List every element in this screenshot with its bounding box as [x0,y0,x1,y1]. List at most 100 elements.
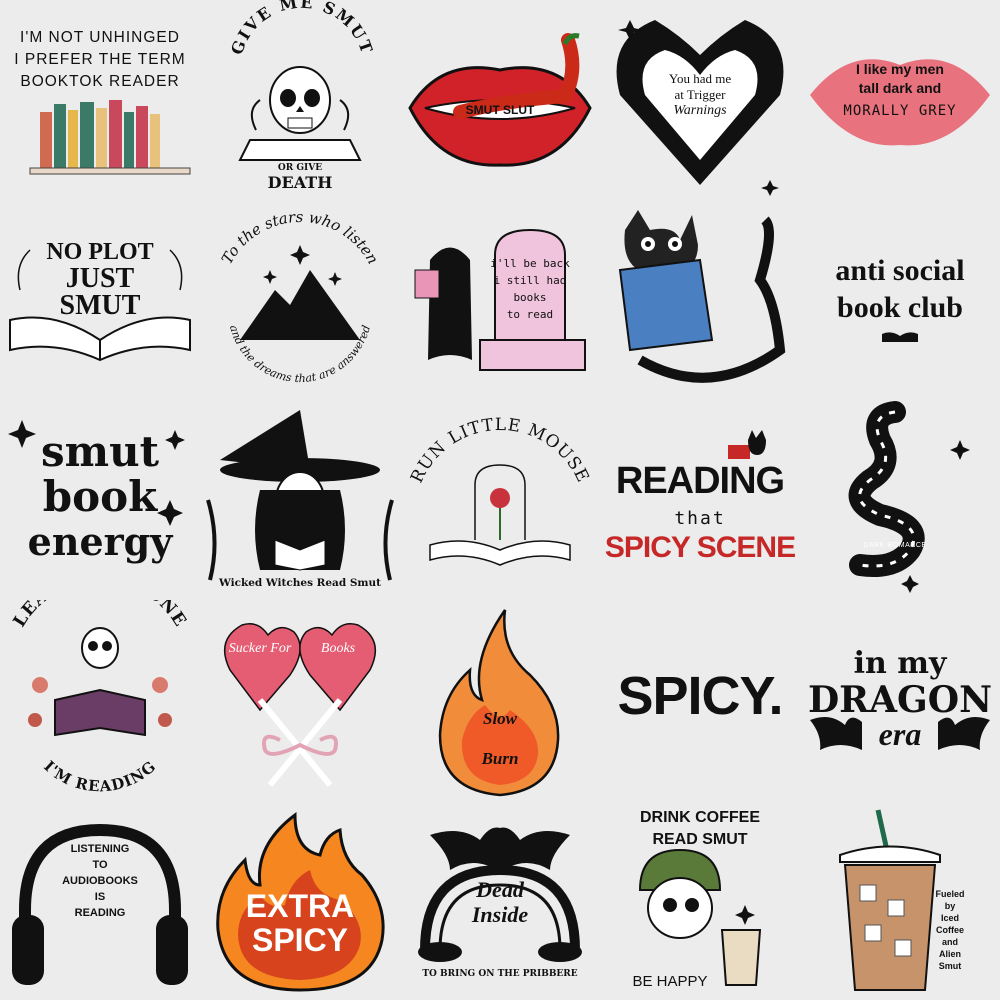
sticker-text-line-2: at Trigger [674,87,726,102]
svg-text:RUN LITTLE MOUSE: RUN LITTLE MOUSE [407,415,593,486]
witch-reading-icon [206,410,394,581]
sticker-text-line-1: anti social [835,254,965,287]
sticker-anti-social-book-club: anti social book club [800,200,1000,400]
sticker-no-plot-just-smut: NO PLOT JUST SMUT [0,200,200,400]
svg-text:LEAVE ME ALONE: LEAVE ME ALONE [10,600,191,631]
sticker-text: SPICY. [617,666,783,726]
sticker-text-line-1: I'M NOT UNHINGED [20,29,180,46]
skeleton-reading-icon: LEAVE ME ALONE I'M READING [10,600,191,796]
black-cat-book-icon [618,210,786,383]
sticker-arc-text: RUN LITTLE MOUSE [407,415,592,486]
sticker-text-line-7: Smut [938,961,962,971]
fire-icon [216,811,385,992]
sticker-text-line-4: IS [94,891,106,903]
sticker-iced-coffee: Fueled by Iced Coffee and Alien Smut [800,800,1000,1000]
sticker-text-line-4: to read [506,308,554,321]
sticker-text-line-1: LISTENING [70,843,130,855]
sticker-big-text: DEATH [267,173,333,192]
sticker-text-line-2: DRAGON [807,679,993,721]
sticker-text-line-3: AUDIOBOOKS [62,875,138,887]
sticker-text-line-6: Alien [938,949,961,959]
sticker-snake-dark-romance: DARK ROMANCE [800,400,1000,600]
sticker-caption: Wicked Witches Read Smut [218,577,382,589]
sticker-reading-that-spicy-scene: READING that SPICY SCENE [600,400,800,600]
sticker-spicy: SPICY. [600,600,800,800]
svg-text:I'M READING: I'M READING [40,757,159,796]
sticker-trigger-warnings: You had me at Trigger Warnings [600,0,800,200]
sticker-text-line-3: Iced [940,913,959,923]
sticker-text-line-3: SPICY SCENE [604,531,796,564]
sticker-dragon-era: in my DRAGON era [800,600,1000,800]
sticker-text-line-2: I PREFER THE TERM [14,51,186,68]
sparkle-icon [8,420,185,526]
sticker-text-line-1: smut [40,427,160,476]
sticker-text-line-3: BOOKTOK READER [20,73,180,90]
sticker-text-line-2: tall dark and [858,80,942,96]
sticker-small-text: OR GIVE [277,163,323,173]
rose-book-icon: RUN LITTLE MOUSE [407,415,593,566]
skull-book-icon: GIVE ME SMUT [227,0,377,161]
sticker-text-line-5: and [941,937,958,947]
sticker-text-line-1: EXTRA [245,888,355,924]
sticker-text-line-2: READ SMUT [652,831,748,848]
sticker-cat-reading [600,200,800,400]
sticker-text-line-2: i still had [493,274,567,287]
sticker-text-line-2: that [674,508,726,529]
sticker-text-line-2: book club [837,291,963,324]
sticker-text-line-2: Burn [481,749,519,768]
sticker-arc-top-text: LEAVE ME ALONE [10,600,190,631]
sticker-wicked-witches: Wicked Witches Read Smut [200,400,400,600]
sticker-text-line-5: READING [74,907,126,919]
sticker-text-line-4: Coffee [935,925,964,935]
sticker-arc-bottom-text: I'M READING [40,757,158,796]
sticker-text-line-1: I like my men [856,61,944,77]
sticker-drink-coffee: DRINK COFFEE READ SMUT BE HAPPY [600,800,800,1000]
sticker-text-line-3: MORALLY GREY [843,103,957,119]
ghost-tombstone-icon [414,228,586,371]
sticker-dead-inside: Dead Inside TO BRING ON THE PRIBBERE [400,800,600,1000]
sticker-text-line-3: BE HAPPY [632,973,708,990]
sticker-morally-grey: I like my men tall dark and MORALLY GREY [800,0,1000,200]
sticker-text-line-1: Slow [482,709,518,728]
headphones-icon [12,823,188,985]
sticker-run-little-mouse: RUN LITTLE MOUSE [400,400,600,600]
svg-text:GIVE ME SMUT: GIVE ME SMUT [227,0,377,57]
sticker-text-line-3: SMUT [59,290,141,321]
sticker-text-line-2: book [42,472,158,521]
sticker-arc-text: GIVE ME SMUT [227,0,375,57]
snake-icon [848,401,970,593]
sticker-left-text: Sucker For [228,641,292,656]
sticker-smut-book-energy: smut book energy [0,400,200,600]
sticker-text-line-2: TO [92,859,108,871]
heart-lollipop-icon [223,623,377,787]
open-book-icon [9,249,191,362]
books-shelf-icon [29,100,191,175]
sticker-text-line-2: Inside [471,902,529,927]
sticker-text-line-1: Dead [476,877,524,902]
sticker-lips-chili: SMUT SLUT [400,0,600,200]
sticker-give-me-smut: GIVE ME SMUT OR GIVE DEATH [200,0,400,200]
sticker-caption: TO BRING ON THE PRIBBERE [422,969,578,979]
sticker-sucker-for-books: Sucker For Books [200,600,400,800]
bat-wings-icon [810,716,990,750]
sticker-text-line-3: energy [27,519,173,564]
sticker-extra-spicy: EXTRA SPICY [200,800,400,1000]
sticker-text-line-1: Fueled [935,889,965,899]
flaming-heart-icon [616,20,784,196]
sticker-text-line-2: by [944,901,956,911]
sticker-text-line-3: books [513,291,547,304]
sticker-lips-text: SMUT SLUT [465,103,535,117]
mountain-icon: To the stars who listen and the dreams t… [218,208,382,385]
cat-book-icon [728,430,766,459]
sticker-text-line-1: READING [615,460,785,502]
sticker-text-line-1: in my [853,646,947,681]
sticker-text-line-1: You had me [668,71,732,86]
sticker-ghost-tombstone: i'll be back i still had books to read [400,200,600,400]
sticker-right-text: Books [320,641,356,656]
sticker-text-line-3: Warnings [673,103,727,118]
sticker-text-line-1: i'll be back [490,257,570,270]
sticker-text-line-3: era [878,716,922,752]
sticker-to-the-stars: To the stars who listen and the dreams t… [200,200,400,400]
small-book-icon [882,332,918,342]
